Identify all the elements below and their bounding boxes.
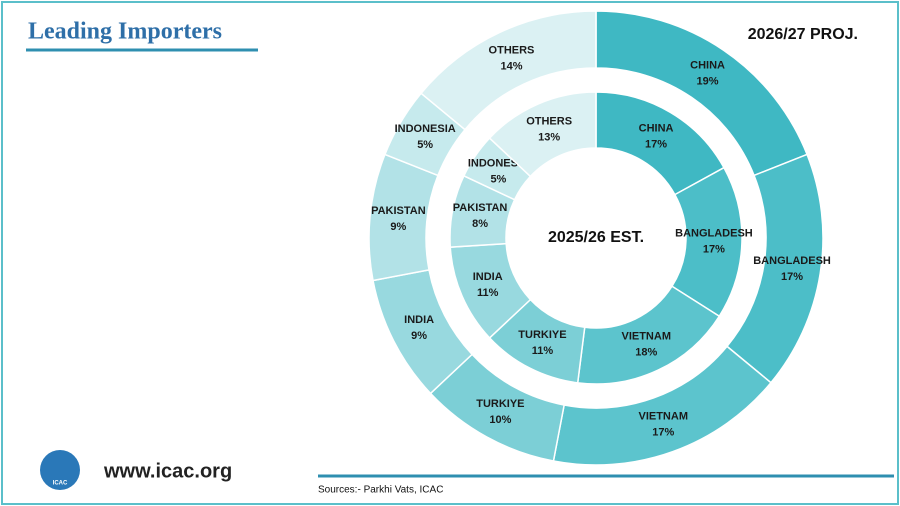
segment-value: 11% xyxy=(477,287,499,299)
segment-value: 5% xyxy=(417,139,433,151)
donut-segment xyxy=(368,153,439,282)
segment-category: INDIA xyxy=(473,271,503,283)
chart-title: Leading Importers xyxy=(28,19,222,45)
segment-category: VIETNAM xyxy=(638,411,688,423)
segment-category: VIETNAM xyxy=(621,331,671,343)
segment-value: 17% xyxy=(703,244,725,256)
segment-category: INDIA xyxy=(404,314,434,326)
logo-text: ICAC xyxy=(53,481,68,487)
source: Sources:- Parkhi Vats, ICAC xyxy=(318,485,443,496)
segment-category: PAKISTAN xyxy=(371,205,426,217)
segment-value: 17% xyxy=(645,138,667,150)
segment-category: CHINA xyxy=(690,60,725,72)
segment-category: TURKIYE xyxy=(518,329,566,341)
segment-category: OTHERS xyxy=(526,116,572,128)
segment-category: INDONESIA xyxy=(395,123,456,135)
logo xyxy=(40,450,80,490)
segment-value: 8% xyxy=(472,218,488,230)
segment-value: 18% xyxy=(635,347,657,359)
segment-value: 5% xyxy=(490,174,506,186)
segment-category: BANGLADESH xyxy=(675,228,753,240)
segment-category: CHINA xyxy=(639,122,674,134)
segment-value: 10% xyxy=(489,414,511,426)
donut: CHINA 17% BANGLADESH 17% VIETNAM 18% TURKIYE 11… xyxy=(368,10,831,466)
segment-value: 9% xyxy=(411,330,427,342)
segment-value: 11% xyxy=(532,345,554,357)
donut-segment xyxy=(488,91,597,178)
segment-value: 17% xyxy=(781,271,803,283)
segment-category: OTHERS xyxy=(489,44,535,56)
segment-value: 13% xyxy=(538,132,560,144)
segment-value: 17% xyxy=(652,427,674,439)
inner-ring-label: 2025/26 EST. xyxy=(548,229,644,246)
website: www.icac.org xyxy=(103,460,232,482)
segment-category: PAKISTAN xyxy=(453,202,508,214)
segment-value: 19% xyxy=(697,76,719,88)
segment-category: TURKIYE xyxy=(476,398,524,410)
segment-category: BANGLADESH xyxy=(753,255,831,267)
segment-value: 9% xyxy=(390,221,406,233)
segment-value: 14% xyxy=(500,60,522,72)
outer-ring-label: 2026/27 PROJ. xyxy=(748,26,858,43)
donut-segment xyxy=(420,10,597,131)
